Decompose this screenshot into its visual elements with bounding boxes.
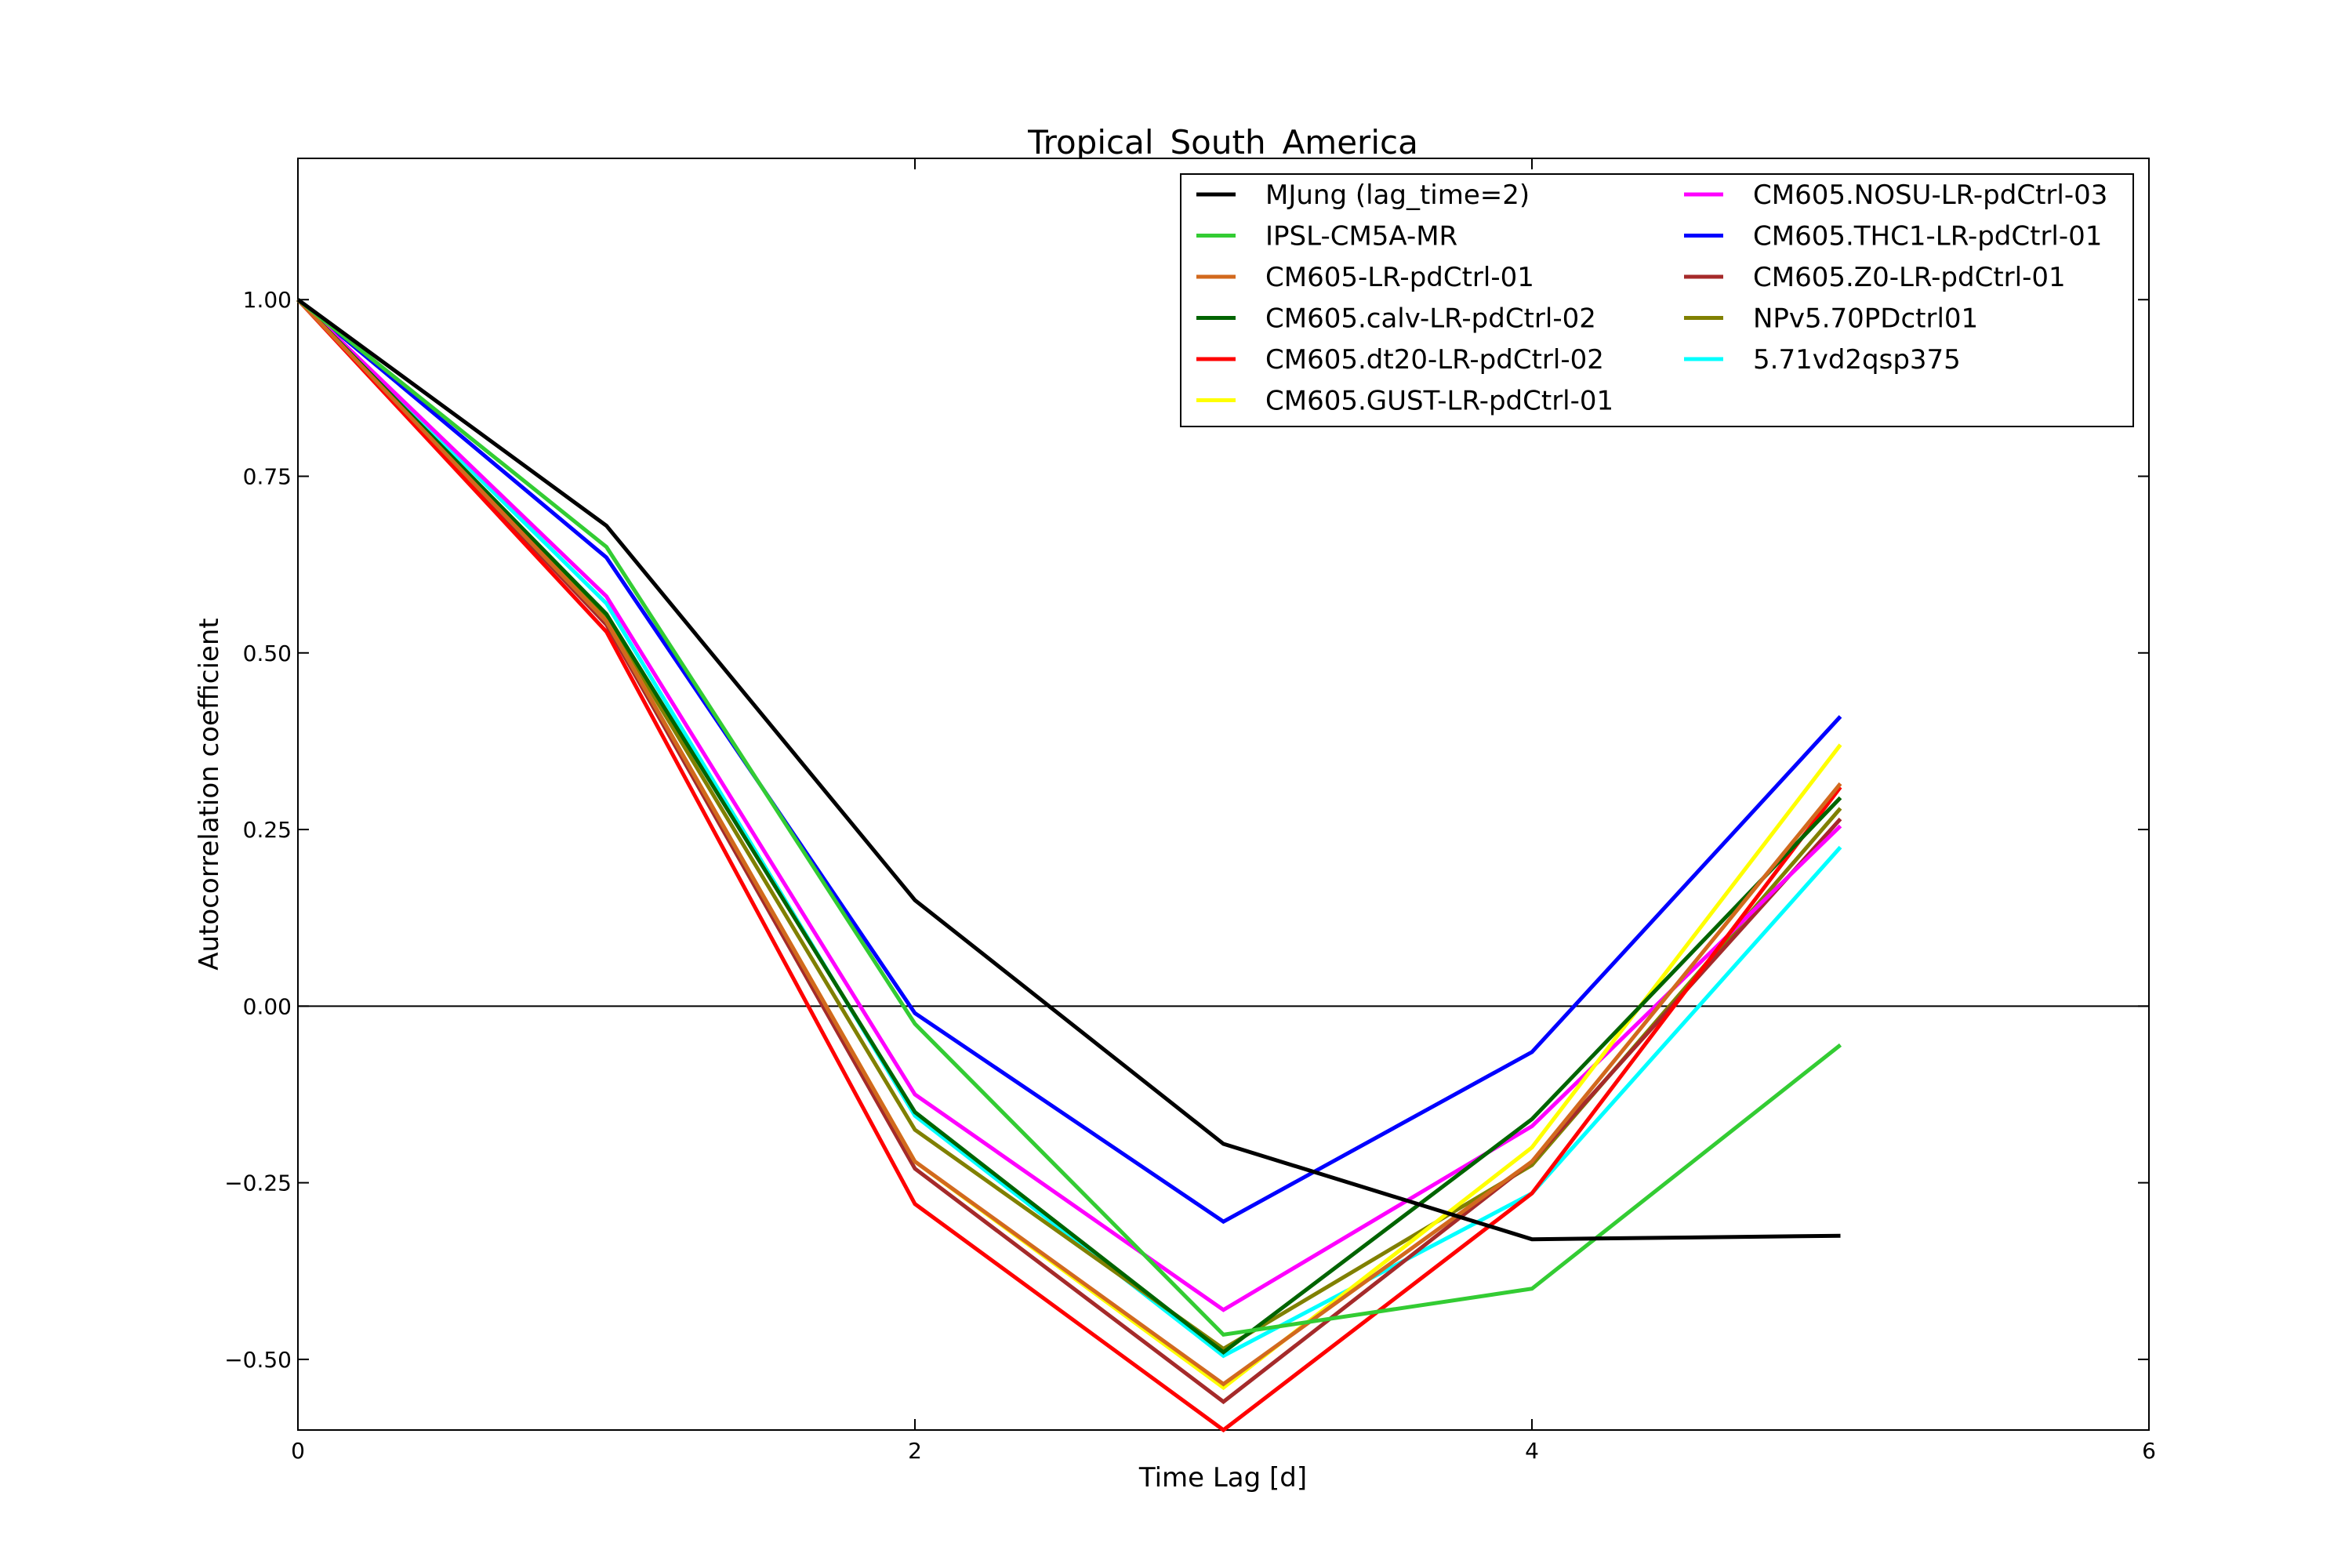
- legend-entry: CM605.dt20-LR-pdCtrl-02: [1196, 344, 1604, 376]
- legend: MJung (lag_time=2) IPSL-CM5A-MR CM605-LR-p…: [1180, 173, 2134, 427]
- legend-entry: CM605.Z0-LR-pdCtrl-01: [1684, 262, 2066, 293]
- legend-entry: CM605.THC1-LR-pdCtrl-01: [1684, 221, 2102, 252]
- legend-entry: CM605.GUST-LR-pdCtrl-01: [1196, 386, 1613, 417]
- legend-label: CM605.dt20-LR-pdCtrl-02: [1265, 344, 1604, 376]
- legend-label: 5.71vd2qsp375: [1753, 344, 1961, 376]
- legend-label: NPv5.70PDctrl01: [1753, 303, 1978, 335]
- legend-entry: CM605.NOSU-LR-pdCtrl-03: [1684, 180, 2107, 211]
- y-axis-label: Autocorrelation coefficient: [194, 618, 225, 970]
- y-axis: 1.00 0.75 0.50 0.25 0.00 −0.25 −0.50: [224, 287, 2149, 1373]
- y-tick-label: 0.75: [243, 464, 292, 490]
- series-line-cm605-thc1-lr-pdctrl-01: [296, 298, 1842, 1225]
- x-tick-label: 4: [1525, 1438, 1539, 1464]
- legend-entry: CM605.calv-LR-pdCtrl-02: [1196, 303, 1596, 335]
- legend-label: CM605.Z0-LR-pdCtrl-01: [1753, 262, 2066, 293]
- legend-label: CM605-LR-pdCtrl-01: [1265, 262, 1534, 293]
- legend-label: CM605.NOSU-LR-pdCtrl-03: [1753, 180, 2107, 211]
- legend-label: IPSL-CM5A-MR: [1265, 221, 1457, 252]
- series-line-cm605-nosu-lr-pdctrl-03: [296, 298, 1842, 1312]
- series-line-cm605-calv-lr-pdctrl-02: [296, 298, 1842, 1356]
- legend-label: CM605.calv-LR-pdCtrl-02: [1265, 303, 1596, 335]
- y-tick-label: 0.00: [243, 993, 292, 1019]
- legend-entry: IPSL-CM5A-MR: [1196, 221, 1457, 252]
- legend-label: CM605.THC1-LR-pdCtrl-01: [1753, 221, 2102, 252]
- legend-box: [1180, 173, 2134, 427]
- series-line-mjung-lag-time-2-: [296, 298, 1841, 1242]
- series-line-cm605-lr-pdctrl-01: [296, 298, 1842, 1387]
- series-line-ipsl-cm5a-mr: [296, 298, 1842, 1338]
- y-tick-label: 1.00: [243, 287, 292, 313]
- x-tick-label: 6: [2142, 1438, 2156, 1464]
- x-tick-label: 2: [908, 1438, 922, 1464]
- x-axis-label: Time Lag [d]: [1138, 1462, 1307, 1494]
- legend-label: MJung (lag_time=2): [1265, 180, 1530, 211]
- legend-entry: 5.71vd2qsp375: [1684, 344, 1961, 376]
- series-line-cm605-dt20-lr-pdctrl-02: [296, 298, 1842, 1433]
- x-axis: 0 2 4 6: [291, 158, 2156, 1464]
- y-tick-label: −0.50: [224, 1347, 292, 1373]
- series-line-cm605-z0-lr-pdctrl-01: [296, 298, 1842, 1405]
- y-tick-label: 0.50: [243, 641, 292, 666]
- series-lines: [296, 298, 1842, 1433]
- legend-entry: NPv5.70PDctrl01: [1684, 303, 1978, 335]
- y-tick-label: 0.25: [243, 817, 292, 843]
- chart-title: Tropical_South_America: [1027, 123, 1418, 162]
- legend-items: MJung (lag_time=2) IPSL-CM5A-MR CM605-LR-p…: [1196, 180, 2107, 417]
- legend-entry: CM605-LR-pdCtrl-01: [1196, 262, 1534, 293]
- legend-entry: MJung (lag_time=2): [1196, 180, 1530, 211]
- series-line-5-71vd2qsp375: [296, 298, 1842, 1359]
- y-tick-label: −0.25: [224, 1171, 292, 1196]
- x-tick-label: 0: [291, 1438, 305, 1464]
- legend-label: CM605.GUST-LR-pdCtrl-01: [1265, 386, 1613, 417]
